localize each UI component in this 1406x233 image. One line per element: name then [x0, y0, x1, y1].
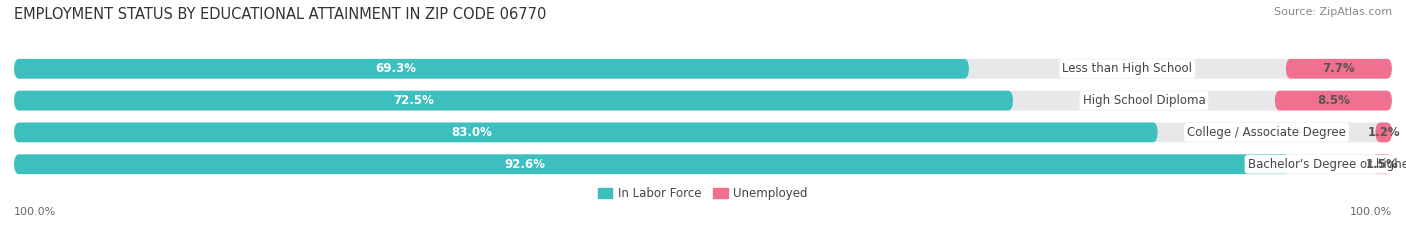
Text: Source: ZipAtlas.com: Source: ZipAtlas.com — [1274, 7, 1392, 17]
Text: 1.5%: 1.5% — [1365, 158, 1398, 171]
FancyBboxPatch shape — [1375, 123, 1392, 142]
Text: 100.0%: 100.0% — [14, 207, 56, 217]
FancyBboxPatch shape — [14, 154, 1392, 174]
FancyBboxPatch shape — [14, 91, 1014, 110]
Text: College / Associate Degree: College / Associate Degree — [1187, 126, 1346, 139]
Legend: In Labor Force, Unemployed: In Labor Force, Unemployed — [593, 182, 813, 205]
FancyBboxPatch shape — [1275, 91, 1392, 110]
Text: 92.6%: 92.6% — [503, 158, 546, 171]
Text: 69.3%: 69.3% — [375, 62, 416, 75]
Text: Bachelor's Degree or higher: Bachelor's Degree or higher — [1247, 158, 1406, 171]
FancyBboxPatch shape — [14, 123, 1157, 142]
Text: High School Diploma: High School Diploma — [1083, 94, 1205, 107]
Text: 100.0%: 100.0% — [1350, 207, 1392, 217]
FancyBboxPatch shape — [14, 154, 1289, 174]
Text: EMPLOYMENT STATUS BY EDUCATIONAL ATTAINMENT IN ZIP CODE 06770: EMPLOYMENT STATUS BY EDUCATIONAL ATTAINM… — [14, 7, 547, 22]
Text: 8.5%: 8.5% — [1317, 94, 1350, 107]
Text: 1.2%: 1.2% — [1368, 126, 1400, 139]
FancyBboxPatch shape — [14, 91, 1392, 110]
FancyBboxPatch shape — [1371, 154, 1392, 174]
Text: Less than High School: Less than High School — [1063, 62, 1192, 75]
FancyBboxPatch shape — [14, 59, 969, 79]
Text: 72.5%: 72.5% — [394, 94, 434, 107]
Text: 7.7%: 7.7% — [1323, 62, 1355, 75]
Text: 83.0%: 83.0% — [451, 126, 492, 139]
FancyBboxPatch shape — [1286, 59, 1392, 79]
FancyBboxPatch shape — [14, 123, 1392, 142]
FancyBboxPatch shape — [14, 59, 1392, 79]
